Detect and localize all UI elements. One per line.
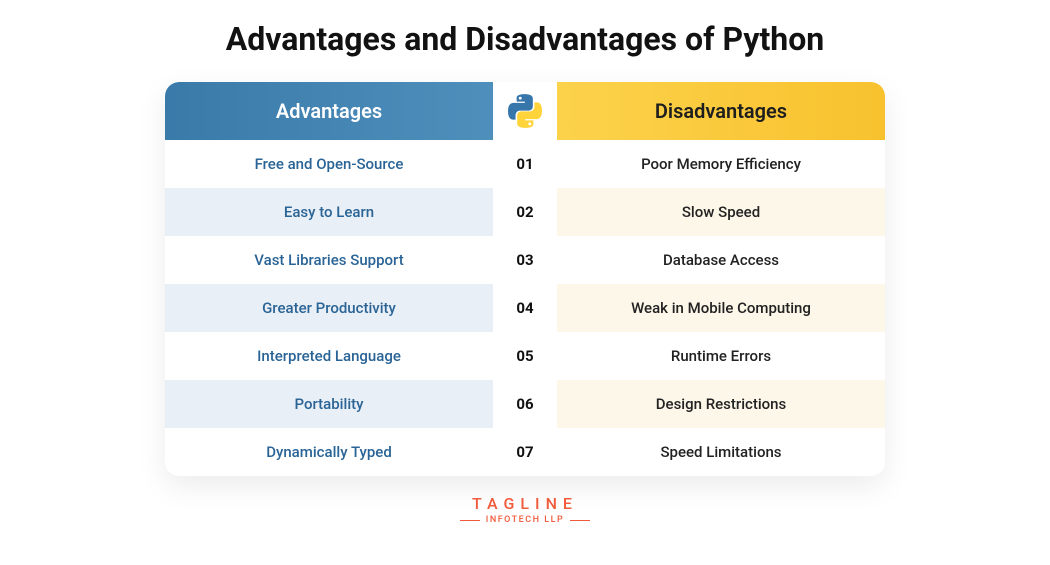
row-number: 01 bbox=[493, 140, 557, 188]
row-number: 05 bbox=[493, 332, 557, 380]
table-row: Vast Libraries Support03Database Access bbox=[165, 236, 885, 284]
python-icon bbox=[508, 94, 542, 128]
table-row: Dynamically Typed07Speed Limitations bbox=[165, 428, 885, 476]
advantage-cell: Easy to Learn bbox=[165, 188, 493, 236]
advantage-cell: Interpreted Language bbox=[165, 332, 493, 380]
table-row: Greater Productivity04Weak in Mobile Com… bbox=[165, 284, 885, 332]
disadvantage-cell: Slow Speed bbox=[557, 188, 885, 236]
advantage-cell: Greater Productivity bbox=[165, 284, 493, 332]
comparison-table: Advantages Disadvantages Free and Open-S… bbox=[165, 82, 885, 476]
python-logo-cell bbox=[493, 82, 557, 140]
table-row: Portability06Design Restrictions bbox=[165, 380, 885, 428]
advantage-cell: Dynamically Typed bbox=[165, 428, 493, 476]
advantage-cell: Portability bbox=[165, 380, 493, 428]
advantages-header: Advantages bbox=[165, 82, 493, 140]
row-number: 06 bbox=[493, 380, 557, 428]
table-header-row: Advantages Disadvantages bbox=[165, 82, 885, 140]
brand-footer: TAGLINE INFOTECH LLP bbox=[460, 494, 590, 525]
disadvantage-cell: Database Access bbox=[557, 236, 885, 284]
disadvantages-header: Disadvantages bbox=[557, 82, 885, 140]
disadvantage-cell: Speed Limitations bbox=[557, 428, 885, 476]
table-row: Free and Open-Source01Poor Memory Effici… bbox=[165, 140, 885, 188]
table-row: Easy to Learn02Slow Speed bbox=[165, 188, 885, 236]
disadvantage-cell: Weak in Mobile Computing bbox=[557, 284, 885, 332]
advantage-cell: Free and Open-Source bbox=[165, 140, 493, 188]
row-number: 02 bbox=[493, 188, 557, 236]
disadvantage-cell: Design Restrictions bbox=[557, 380, 885, 428]
disadvantage-cell: Runtime Errors bbox=[557, 332, 885, 380]
row-number: 04 bbox=[493, 284, 557, 332]
brand-name: TAGLINE bbox=[460, 494, 590, 513]
disadvantage-cell: Poor Memory Efficiency bbox=[557, 140, 885, 188]
table-row: Interpreted Language05Runtime Errors bbox=[165, 332, 885, 380]
brand-subtitle: INFOTECH LLP bbox=[460, 515, 590, 525]
row-number: 03 bbox=[493, 236, 557, 284]
page-title: Advantages and Disadvantages of Python bbox=[226, 20, 824, 58]
advantage-cell: Vast Libraries Support bbox=[165, 236, 493, 284]
row-number: 07 bbox=[493, 428, 557, 476]
